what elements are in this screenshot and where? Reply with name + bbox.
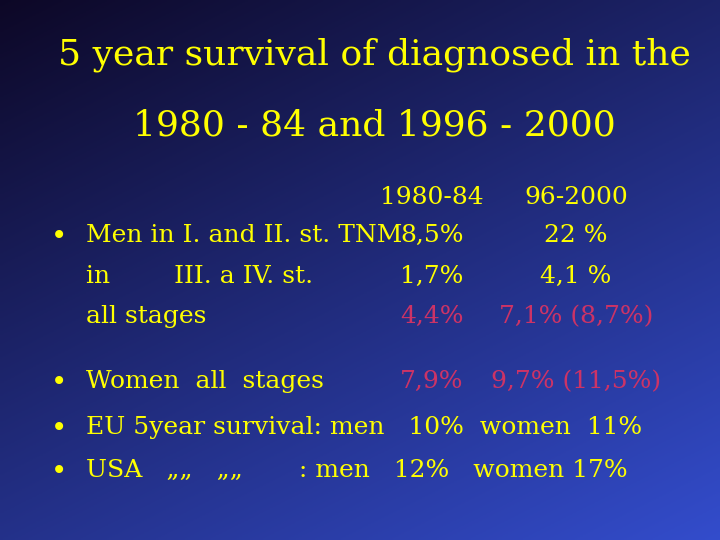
- Text: 5 year survival of diagnosed in the: 5 year survival of diagnosed in the: [58, 38, 690, 72]
- Text: •: •: [50, 416, 67, 443]
- Text: 7,9%: 7,9%: [400, 370, 464, 393]
- Text: in        III. a IV. st.: in III. a IV. st.: [86, 265, 313, 288]
- Text: 1980-84: 1980-84: [380, 186, 484, 210]
- Text: •: •: [50, 459, 67, 486]
- Text: Men in I. and II. st. TNM: Men in I. and II. st. TNM: [86, 224, 402, 247]
- Text: •: •: [50, 224, 67, 251]
- Text: 9,7% (11,5%): 9,7% (11,5%): [491, 370, 661, 393]
- Text: Women  all  stages: Women all stages: [86, 370, 324, 393]
- Text: 8,5%: 8,5%: [400, 224, 464, 247]
- Text: •: •: [50, 370, 67, 397]
- Text: USA   „„   „„       : men   12%   women 17%: USA „„ „„ : men 12% women 17%: [86, 459, 628, 482]
- Text: 1,7%: 1,7%: [400, 265, 464, 288]
- Text: 96-2000: 96-2000: [524, 186, 628, 210]
- Text: 7,1% (8,7%): 7,1% (8,7%): [499, 305, 653, 328]
- Text: 22 %: 22 %: [544, 224, 608, 247]
- Text: 1980 - 84 and 1996 - 2000: 1980 - 84 and 1996 - 2000: [133, 108, 616, 142]
- Text: 4,4%: 4,4%: [400, 305, 464, 328]
- Text: 4,1 %: 4,1 %: [540, 265, 612, 288]
- Text: EU 5year survival: men   10%  women  11%: EU 5year survival: men 10% women 11%: [86, 416, 642, 439]
- Text: all stages: all stages: [86, 305, 207, 328]
